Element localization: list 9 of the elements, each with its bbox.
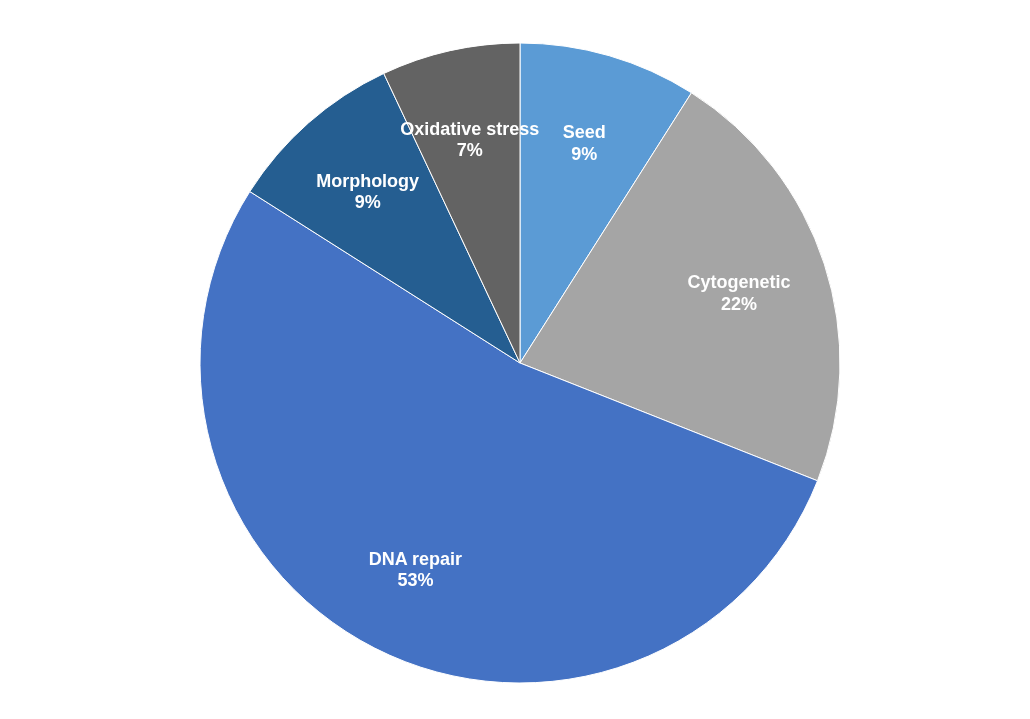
slice-label: DNA repair [368, 548, 463, 569]
data-label: 9% [571, 143, 598, 164]
slice-label: Morphology [316, 170, 420, 191]
data-label: 22% [721, 293, 758, 314]
data-label: 9% [354, 192, 381, 213]
data-label: 53% [397, 570, 434, 591]
data-label: 7% [456, 140, 483, 161]
slice-label: Seed [562, 122, 606, 143]
slice-label: Cytogenetic [687, 272, 791, 293]
